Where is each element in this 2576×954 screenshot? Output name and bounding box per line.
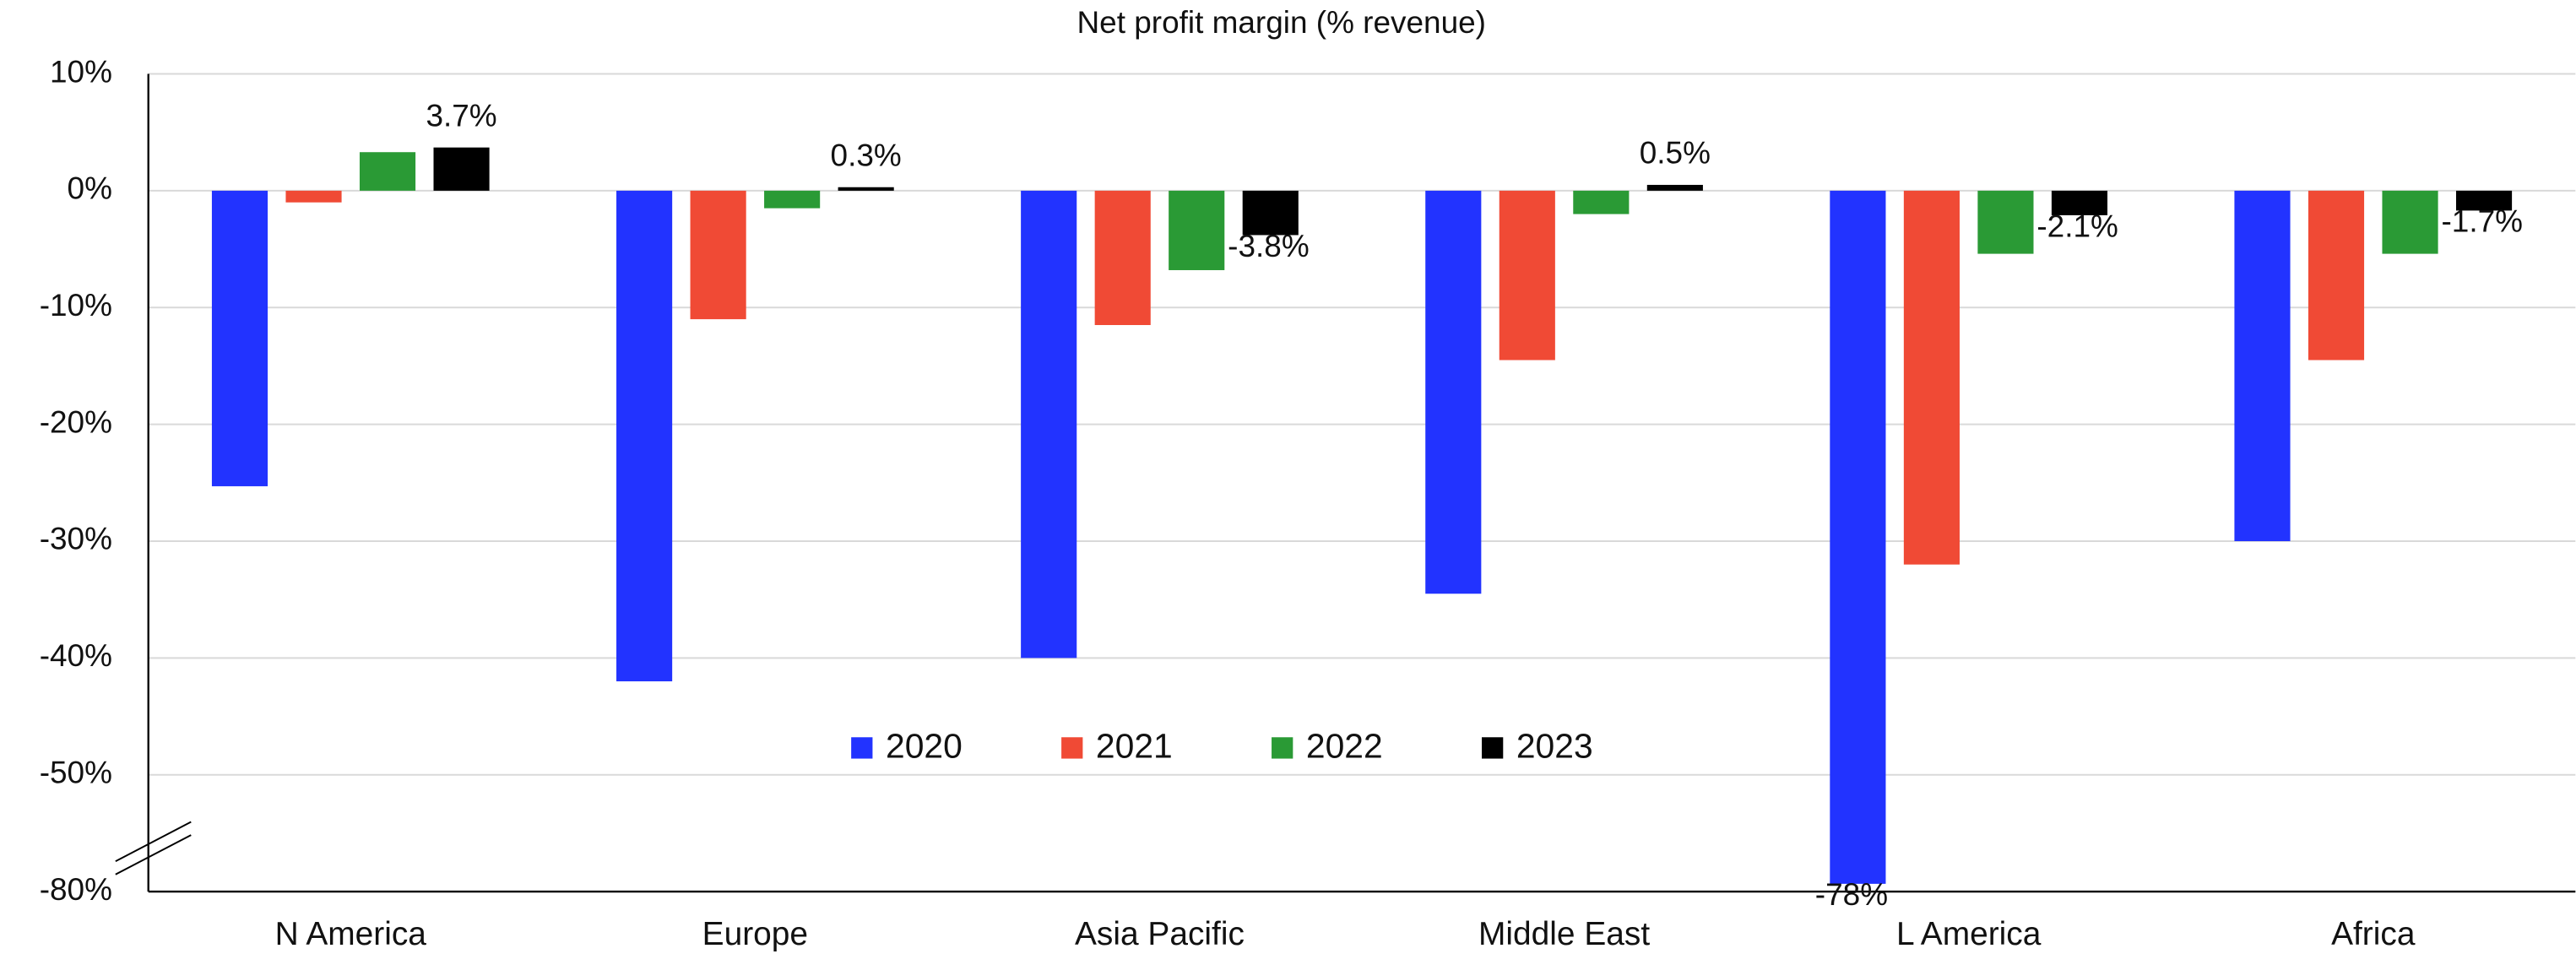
legend-label: 2020 bbox=[886, 727, 963, 766]
y-tick-label: 0% bbox=[68, 171, 112, 206]
bar bbox=[2308, 190, 2365, 360]
x-tick-label: N America bbox=[275, 916, 427, 952]
y-tick-label: -40% bbox=[40, 638, 112, 673]
bar bbox=[433, 147, 490, 191]
chart-title: Net profit margin (% revenue) bbox=[1076, 5, 1485, 40]
bar bbox=[1903, 190, 1960, 565]
y-tick-label: -50% bbox=[40, 755, 112, 789]
legend-swatch bbox=[1272, 737, 1293, 759]
legend-label: 2021 bbox=[1096, 727, 1173, 766]
bar bbox=[616, 190, 673, 682]
legend-label: 2022 bbox=[1306, 727, 1383, 766]
value-label: -78% bbox=[1815, 877, 1888, 912]
value-label: 0.5% bbox=[1640, 136, 1711, 171]
bar bbox=[838, 187, 894, 191]
value-label: -1.7% bbox=[2441, 204, 2522, 239]
x-tick-label: Asia Pacific bbox=[1075, 916, 1245, 952]
y-tick-label: -20% bbox=[40, 404, 112, 439]
bar bbox=[1977, 190, 2034, 254]
bar bbox=[1094, 190, 1151, 326]
bar bbox=[359, 152, 416, 191]
value-label: 0.3% bbox=[831, 138, 902, 172]
value-label: -2.1% bbox=[2036, 209, 2118, 243]
value-label: 3.7% bbox=[426, 98, 496, 133]
bar bbox=[1242, 190, 1299, 236]
legend-swatch bbox=[1061, 737, 1083, 759]
bar bbox=[2455, 190, 2513, 211]
x-tick-label: Europe bbox=[702, 916, 808, 952]
bar bbox=[690, 190, 746, 320]
bar bbox=[1021, 190, 1077, 659]
value-label: -3.8% bbox=[1228, 229, 1310, 263]
bar bbox=[1830, 190, 1886, 884]
bar bbox=[2051, 190, 2108, 215]
bar bbox=[1169, 190, 1225, 270]
legend-swatch bbox=[1482, 737, 1504, 759]
legend-label: 2023 bbox=[1516, 727, 1593, 766]
bar bbox=[1425, 190, 1482, 594]
bar bbox=[2234, 190, 2291, 541]
y-tick-label: -10% bbox=[40, 288, 112, 323]
bar bbox=[2382, 190, 2438, 254]
bar bbox=[764, 190, 821, 209]
bar bbox=[1646, 184, 1703, 191]
x-tick-label: Middle East bbox=[1478, 916, 1650, 952]
y-tick-label: -80% bbox=[40, 872, 112, 907]
y-tick-label: -30% bbox=[40, 522, 112, 556]
axis-break bbox=[115, 821, 192, 863]
bar bbox=[285, 190, 342, 203]
bar bbox=[1573, 190, 1630, 214]
legend-swatch bbox=[851, 737, 873, 759]
bar bbox=[211, 190, 268, 486]
bar bbox=[1499, 190, 1555, 360]
x-tick-label: Africa bbox=[2331, 916, 2416, 952]
x-tick-label: L America bbox=[1896, 916, 2042, 952]
axis-break bbox=[115, 834, 192, 875]
y-tick-label: 10% bbox=[50, 54, 112, 89]
